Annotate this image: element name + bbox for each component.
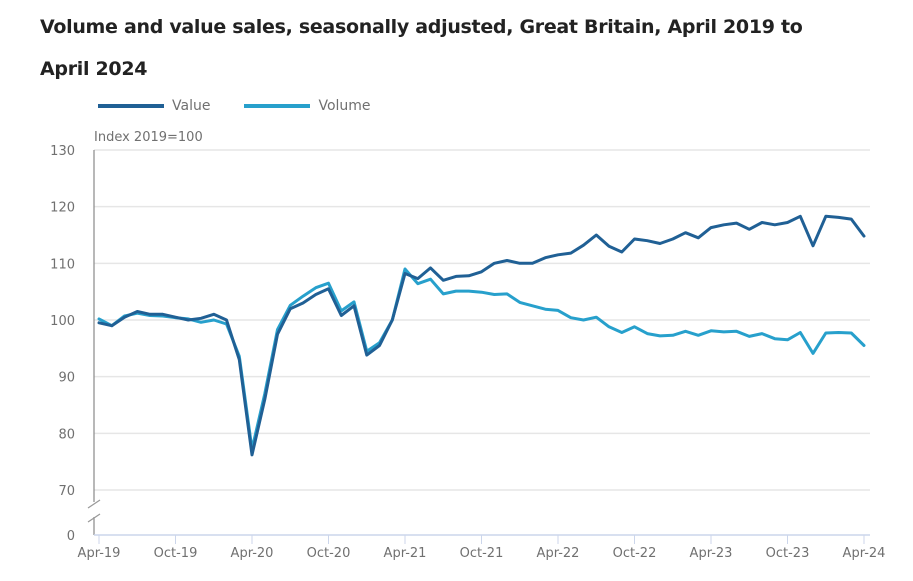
x-tick-label-Apr-23: Apr-23	[690, 546, 733, 561]
legend-swatch-volume	[244, 104, 311, 108]
x-tick-label-Oct-22: Oct-22	[613, 546, 657, 561]
y-tick-label-80: 80	[58, 427, 75, 442]
y-tick-label-70: 70	[58, 484, 75, 499]
series-lines	[97, 214, 866, 457]
x-tick-label-Oct-23: Oct-23	[766, 546, 810, 561]
y-tick-label-110: 110	[50, 257, 75, 272]
legend-item-volume[interactable]: Volume	[244, 98, 371, 114]
axis-break-mark-lower	[87, 513, 101, 523]
x-tick-label-Oct-20: Oct-20	[307, 546, 351, 561]
x-tick-label-Apr-20: Apr-20	[231, 546, 274, 561]
y-tick-label-0: 0	[67, 529, 75, 544]
tick-labels: 0 70 80 90 100 110 120 130 Apr-19 Oct-19 Apr-20 Oct…	[50, 144, 885, 561]
y-tick-label-120: 120	[50, 201, 75, 216]
chart-title: Volume and value sales, seasonally adjus…	[40, 6, 860, 90]
y-tick-label-100: 100	[50, 314, 75, 329]
legend-swatch-value	[98, 104, 164, 108]
x-tick-label-Oct-21: Oct-21	[460, 546, 504, 561]
x-tick-label-Apr-24: Apr-24	[843, 546, 886, 561]
x-tick-label-Oct-19: Oct-19	[154, 546, 198, 561]
y-tick-label-90: 90	[58, 371, 75, 386]
chart-title-line-1: Volume and value sales, seasonally adjus…	[40, 16, 803, 38]
axes	[87, 150, 870, 544]
x-tick-label-Apr-21: Apr-21	[384, 546, 427, 561]
y-axis-units-label: Index 2019=100	[94, 130, 203, 145]
legend-item-value[interactable]: Value	[98, 98, 210, 114]
axis-break-mark-upper	[87, 499, 101, 509]
legend-label-volume: Volume	[318, 98, 371, 114]
x-tick-label-Apr-19: Apr-19	[78, 546, 121, 561]
x-tick-label-Apr-22: Apr-22	[537, 546, 580, 561]
y-tick-label-130: 130	[50, 144, 75, 159]
legend-label-value: Value	[172, 98, 211, 114]
chart-title-line-2: April 2024	[40, 58, 148, 80]
legend: Value Volume	[98, 98, 405, 114]
series-line-volume	[97, 267, 866, 451]
gridlines	[94, 149, 870, 491]
